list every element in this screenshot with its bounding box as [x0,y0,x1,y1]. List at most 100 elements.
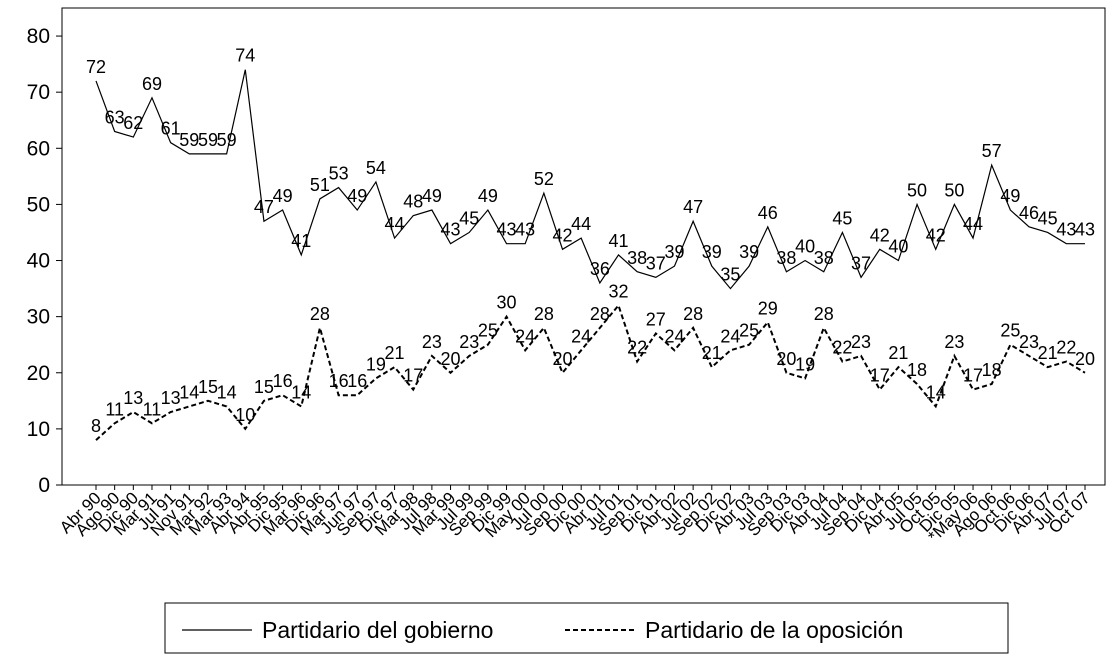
data-label: 28 [310,304,330,324]
data-label: 47 [683,197,703,217]
data-label: 43 [441,220,461,240]
data-label: 20 [1075,349,1095,369]
data-label: 32 [608,281,628,301]
data-label: 45 [832,208,852,228]
data-label: 18 [982,360,1002,380]
data-label: 41 [291,231,311,251]
data-label: 20 [552,349,572,369]
data-label: 43 [497,220,517,240]
data-label: 57 [982,141,1002,161]
data-label: 39 [702,242,722,262]
data-label: 8 [91,416,101,436]
legend-label: Partidario del gobierno [262,617,493,643]
data-label: 17 [963,366,983,386]
data-label: 11 [143,399,162,419]
data-label: 29 [758,298,778,318]
data-label: 17 [870,366,890,386]
data-label: 37 [851,253,871,273]
y-tick-label: 40 [27,250,50,273]
data-label: 52 [534,169,554,189]
data-label: 38 [814,248,834,268]
data-label: 25 [1000,321,1020,341]
data-label: 14 [291,382,311,402]
y-tick-label: 50 [27,193,50,216]
data-label: 38 [627,248,647,268]
data-label: 28 [534,304,554,324]
data-label: 14 [179,382,199,402]
data-label: 28 [590,304,610,324]
data-label: 43 [1056,220,1076,240]
data-label: 19 [366,354,386,374]
data-label: 39 [739,242,759,262]
data-label: 22 [627,338,647,358]
data-label: 54 [366,158,386,178]
data-label: 24 [571,326,591,346]
data-label: 46 [758,203,778,223]
data-label: 13 [161,388,181,408]
series-line [95,303,1086,441]
series-line [95,69,1085,290]
legend-label: Partidario de la oposición [645,617,903,643]
data-label: 11 [105,399,124,419]
data-label: 59 [179,130,199,150]
data-label: 59 [198,130,218,150]
data-label: 72 [86,57,106,77]
data-label: 42 [870,225,890,245]
data-label: 21 [888,343,908,363]
data-label: 42 [926,225,946,245]
data-label: 25 [739,321,759,341]
y-tick-label: 30 [27,306,50,329]
data-label: 42 [552,225,572,245]
data-label: 17 [403,366,423,386]
data-label: 10 [235,405,255,425]
data-label: 35 [720,265,740,285]
data-label: 62 [123,113,143,133]
data-label: 30 [497,293,517,313]
data-label: 50 [907,180,927,200]
data-label: 69 [142,74,162,94]
data-label: 15 [198,377,218,397]
data-label: 49 [1000,186,1020,206]
y-tick-label: 20 [27,362,50,385]
data-label: 19 [795,354,815,374]
data-label: 59 [217,130,237,150]
data-label: 53 [329,164,349,184]
data-label: 49 [273,186,293,206]
data-label: 27 [646,309,666,329]
data-label: 44 [571,214,591,234]
data-label: 24 [664,326,684,346]
data-label: 38 [776,248,796,268]
data-label: 16 [273,371,293,391]
data-label: 74 [235,46,255,66]
data-label: 28 [814,304,834,324]
data-label: 22 [832,338,852,358]
data-label: 43 [515,220,535,240]
y-tick-label: 80 [27,25,50,48]
data-label: 45 [459,208,479,228]
data-label: 18 [907,360,927,380]
data-label: 23 [1019,332,1039,352]
data-label: 47 [254,197,274,217]
data-label: 14 [217,382,237,402]
data-label: 49 [478,186,498,206]
data-label: 49 [347,186,367,206]
data-label: 25 [478,321,498,341]
data-label: 21 [702,343,722,363]
data-label: 16 [347,371,367,391]
data-label: 43 [1075,220,1095,240]
data-label: 41 [608,231,628,251]
y-tick-label: 60 [27,137,50,160]
data-label: 36 [590,259,610,279]
data-label: 44 [385,214,405,234]
data-label: 24 [720,326,740,346]
y-tick-label: 70 [27,81,50,104]
data-label: 61 [161,119,181,139]
data-label: 48 [403,192,423,212]
data-label: 23 [851,332,871,352]
plot-frame [61,7,1106,486]
data-label: 14 [926,382,946,402]
data-label: 23 [459,332,479,352]
data-label: 28 [683,304,703,324]
